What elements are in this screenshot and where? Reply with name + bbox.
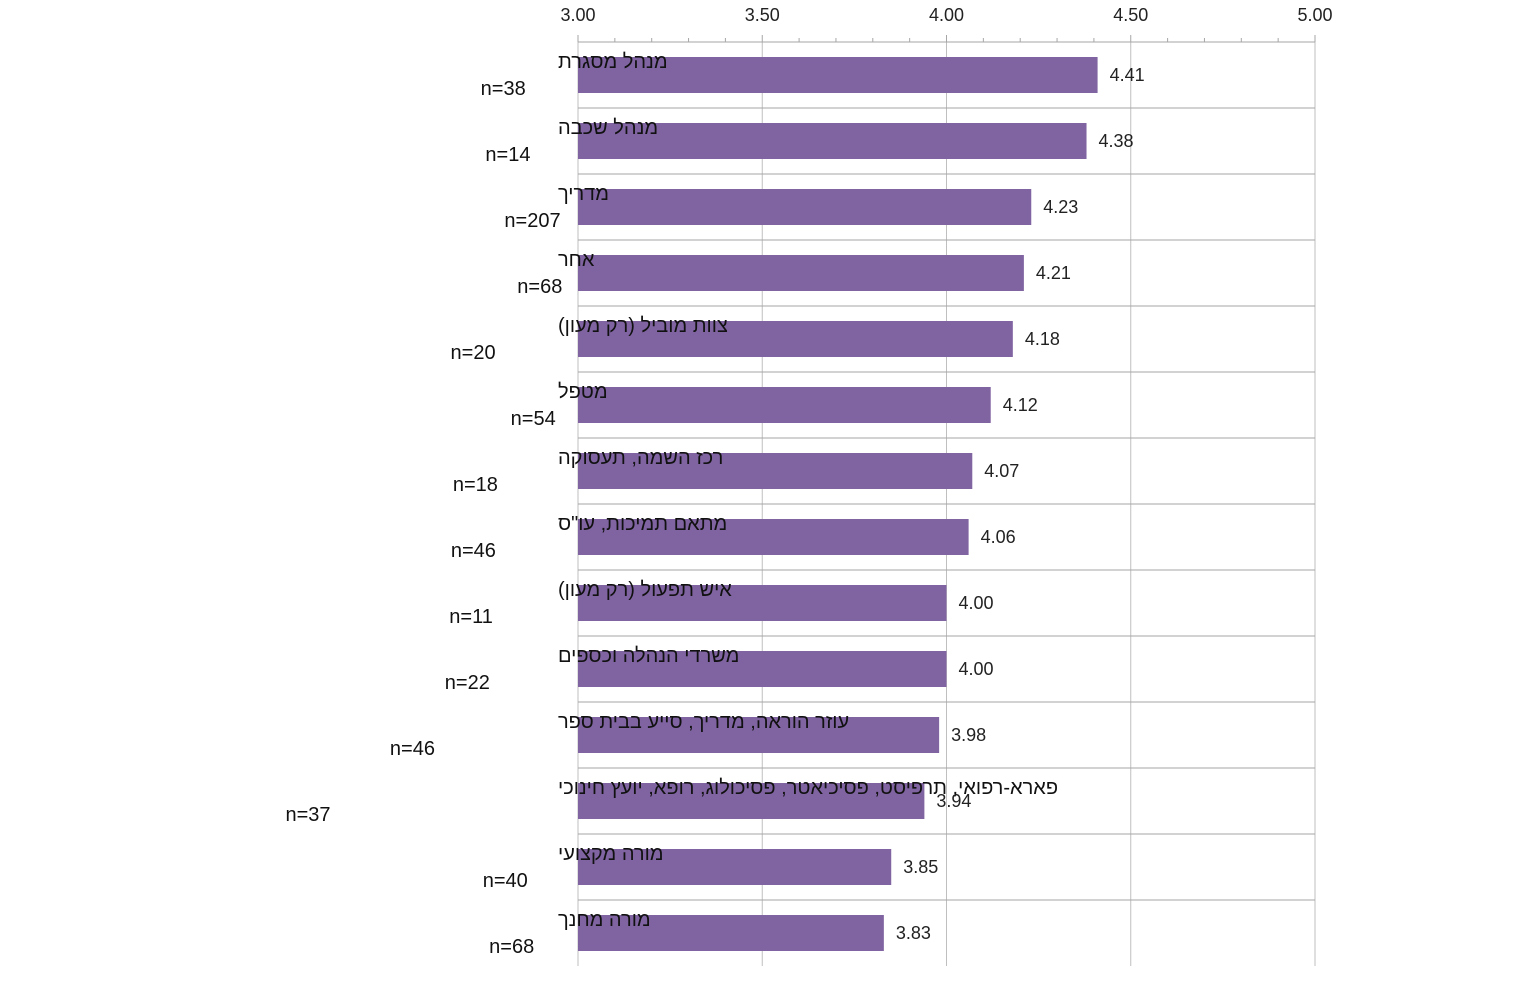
bar (578, 585, 947, 621)
category-n-label: n=22 (445, 672, 490, 694)
data-label: 4.41 (1110, 65, 1145, 85)
bar (578, 651, 947, 687)
x-tick-label: 5.00 (1297, 5, 1332, 25)
category-label: עוזר הוראה, מדריך, סייע בבית ספר (558, 711, 849, 733)
category-n-label: n=40 (483, 870, 528, 892)
data-label: 4.07 (984, 461, 1019, 481)
category-label: איש תפעול (רק מעון) (558, 579, 732, 601)
bars (578, 57, 1098, 951)
category-label: מנהל מסגרת (558, 51, 668, 73)
category-n-label: n=54 (511, 408, 556, 430)
data-label: 4.23 (1043, 197, 1078, 217)
bar (578, 57, 1098, 93)
labels: 4.41 מנהל מסגרת n=38 4.38 מנהל שכבה n=14 4.23 מ… (285, 51, 1144, 958)
bar (578, 849, 892, 885)
category-label: מורה מחנך (558, 909, 651, 931)
bar (578, 321, 1013, 357)
data-label: 3.85 (903, 857, 938, 877)
category-label: מורה מקצועי (558, 843, 664, 865)
category-label: צוות מוביל (רק מעון) (558, 315, 728, 337)
bar (578, 783, 925, 819)
category-label: מטפל (558, 381, 608, 403)
category-n-label: n=207 (504, 210, 560, 232)
bar (578, 915, 884, 951)
category-n-label: n=68 (489, 936, 534, 958)
data-label: 4.00 (959, 593, 994, 613)
x-tick-label: 3.00 (560, 5, 595, 25)
category-n-label: n=68 (517, 276, 562, 298)
data-label: 3.98 (951, 725, 986, 745)
category-label: פארא-רפואי, תרפיסט, פסיכיאטר, פסיכולוג, … (558, 777, 1058, 799)
x-tick-label: 4.50 (1113, 5, 1148, 25)
category-n-label: n=46 (451, 540, 496, 562)
bar (578, 519, 969, 555)
category-n-label: n=46 (390, 738, 435, 760)
bar (578, 189, 1032, 225)
category-n-label: n=14 (485, 144, 530, 166)
data-label: 4.38 (1099, 131, 1134, 151)
category-n-label: n=37 (285, 804, 330, 826)
category-n-label: n=38 (481, 78, 526, 100)
bar (578, 717, 940, 753)
category-n-label: n=20 (451, 342, 496, 364)
x-axis: 3.00 3.50 4.00 4.50 5.00 (560, 5, 1333, 43)
data-label: 4.00 (959, 659, 994, 679)
bar (578, 387, 991, 423)
category-label: אחר (558, 249, 595, 271)
category-n-label: n=18 (453, 474, 498, 496)
bar (578, 255, 1024, 291)
data-label: 4.21 (1036, 263, 1071, 283)
category-label: רכז השמה, תעסוקה (558, 447, 723, 469)
data-label: 4.12 (1003, 395, 1038, 415)
category-label: משרדי הנהלה וכספים (558, 645, 739, 667)
x-tick-label: 4.00 (929, 5, 964, 25)
data-label: 3.83 (896, 923, 931, 943)
category-label: מתאם תמיכות, עו"ס (558, 513, 727, 535)
data-label: 3.94 (936, 791, 971, 811)
category-n-label: n=11 (449, 606, 493, 628)
bar (578, 453, 973, 489)
row-separators (578, 107, 1315, 901)
x-tick-label: 3.50 (745, 5, 780, 25)
category-label: מנהל שכבה (558, 117, 658, 139)
bar (578, 123, 1087, 159)
category-label: מדריך (558, 183, 609, 205)
data-label: 4.06 (981, 527, 1016, 547)
data-label: 4.18 (1025, 329, 1060, 349)
